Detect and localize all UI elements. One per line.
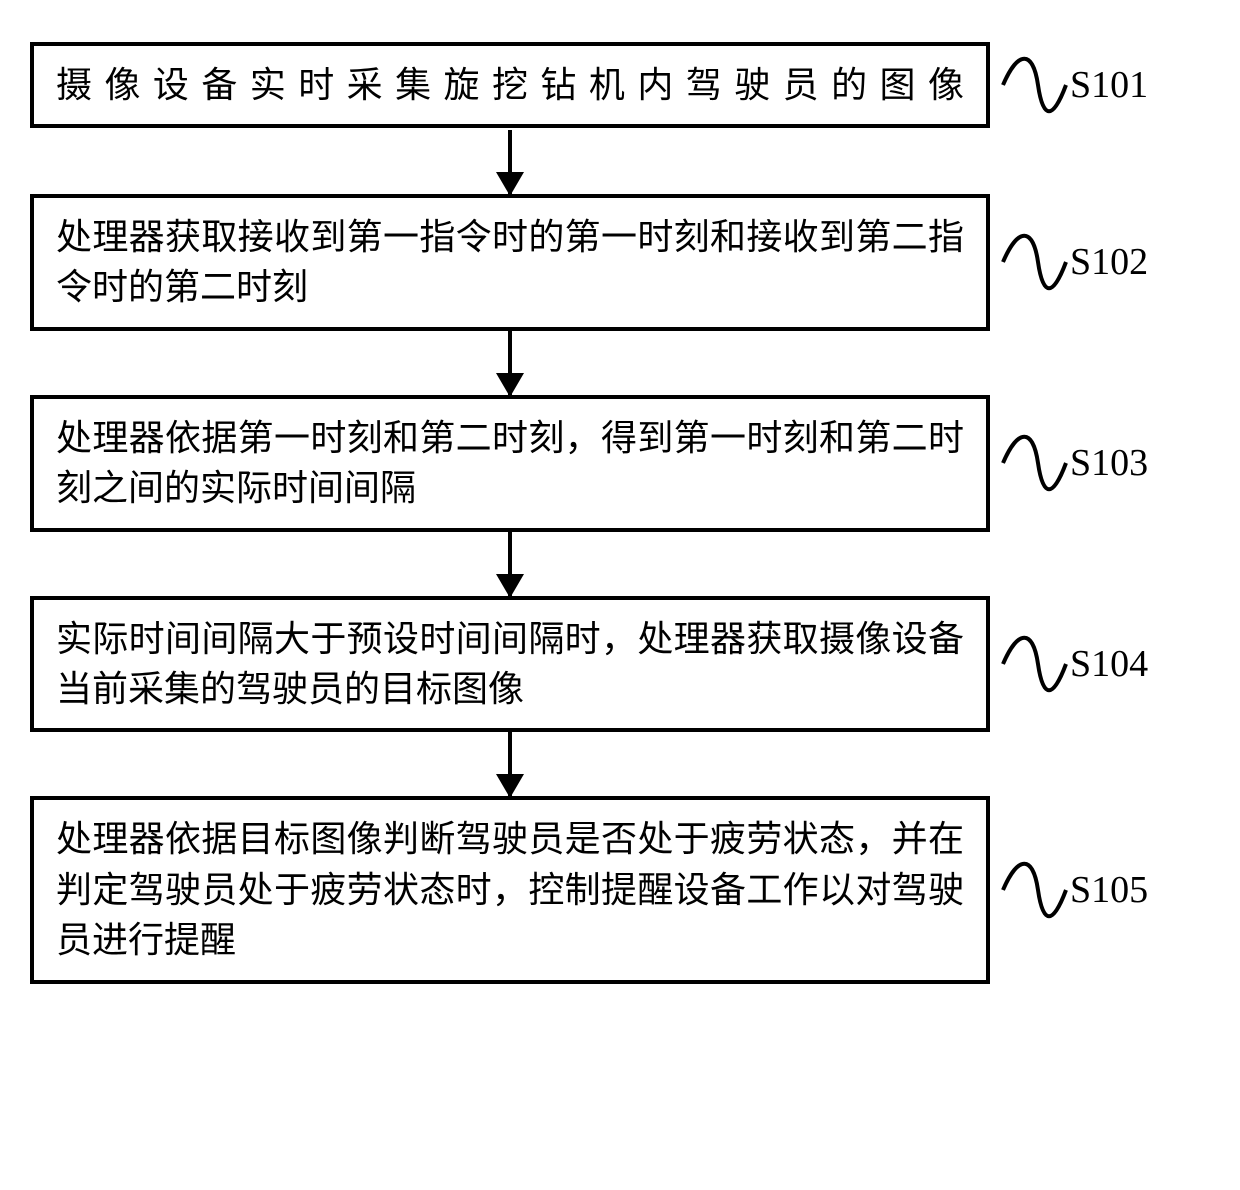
step-id-label: S103	[1070, 441, 1148, 485]
step-row: 摄像设备实时采集旋挖钻机内驾驶员的图像 S101	[30, 40, 1210, 130]
wave-connector-icon	[998, 40, 1068, 130]
step-id-label: S105	[1070, 868, 1148, 912]
step-row: 处理器获取接收到第一指令时的第一时刻和接收到第二指令时的第二时刻 S102	[30, 194, 1210, 331]
step-row: 处理器依据目标图像判断驾驶员是否处于疲劳状态，并在判定驾驶员处于疲劳状态时，控制…	[30, 796, 1210, 983]
step-box-3: 处理器依据第一时刻和第二时刻，得到第一时刻和第二时刻之间的实际时间间隔	[30, 395, 990, 532]
flowchart: 摄像设备实时采集旋挖钻机内驾驶员的图像 S101 处理器获取接收到第一指令时的第…	[30, 40, 1210, 984]
arrow-down-icon	[508, 130, 512, 194]
step-row: 处理器依据第一时刻和第二时刻，得到第一时刻和第二时刻之间的实际时间间隔 S103	[30, 395, 1210, 532]
step-id-label: S101	[1070, 63, 1148, 107]
arrow-down-icon	[508, 331, 512, 395]
step-box-2: 处理器获取接收到第一指令时的第一时刻和接收到第二指令时的第二时刻	[30, 194, 990, 331]
arrow-down-icon	[508, 732, 512, 796]
arrow-down-icon	[508, 532, 512, 596]
step-label-wrap: S102	[998, 217, 1148, 307]
step-text: 处理器获取接收到第一指令时的第一时刻和接收到第二指令时的第二时刻	[56, 212, 964, 313]
step-box-4: 实际时间间隔大于预设时间间隔时，处理器获取摄像设备当前采集的驾驶员的目标图像	[30, 596, 990, 733]
wave-connector-icon	[998, 845, 1068, 935]
step-id-label: S102	[1070, 240, 1148, 284]
step-box-1: 摄像设备实时采集旋挖钻机内驾驶员的图像	[30, 42, 990, 128]
wave-connector-icon	[998, 619, 1068, 709]
step-label-wrap: S103	[998, 418, 1148, 508]
step-text: 处理器依据目标图像判断驾驶员是否处于疲劳状态，并在判定驾驶员处于疲劳状态时，控制…	[56, 814, 964, 965]
step-text: 处理器依据第一时刻和第二时刻，得到第一时刻和第二时刻之间的实际时间间隔	[56, 413, 964, 514]
wave-connector-icon	[998, 217, 1068, 307]
step-text: 摄像设备实时采集旋挖钻机内驾驶员的图像	[56, 60, 964, 110]
step-row: 实际时间间隔大于预设时间间隔时，处理器获取摄像设备当前采集的驾驶员的目标图像 S…	[30, 596, 1210, 733]
step-label-wrap: S104	[998, 619, 1148, 709]
step-id-label: S104	[1070, 642, 1148, 686]
step-label-wrap: S105	[998, 845, 1148, 935]
wave-connector-icon	[998, 418, 1068, 508]
step-box-5: 处理器依据目标图像判断驾驶员是否处于疲劳状态，并在判定驾驶员处于疲劳状态时，控制…	[30, 796, 990, 983]
step-text: 实际时间间隔大于预设时间间隔时，处理器获取摄像设备当前采集的驾驶员的目标图像	[56, 614, 964, 715]
step-label-wrap: S101	[998, 40, 1148, 130]
